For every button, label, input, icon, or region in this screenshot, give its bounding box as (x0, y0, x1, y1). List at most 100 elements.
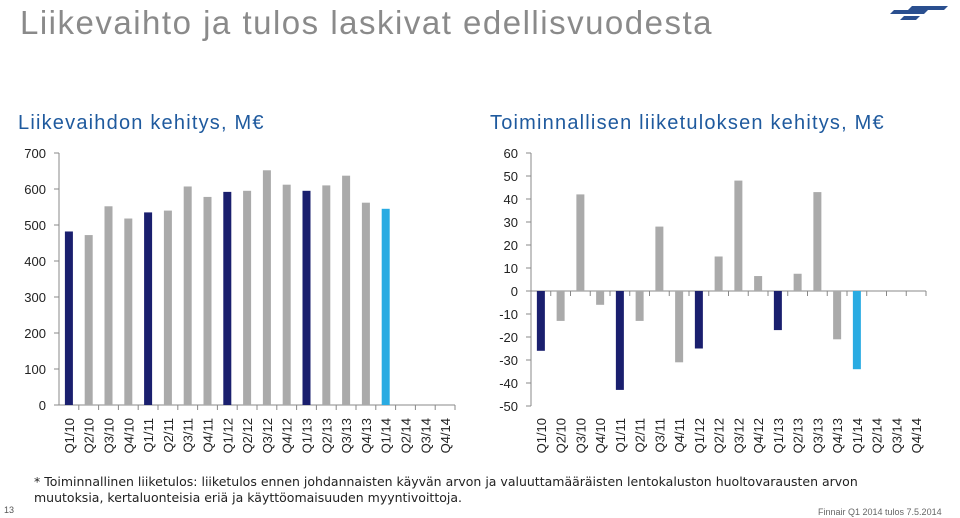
x-tick-label: Q2/10 (82, 418, 97, 453)
bar-Q2-12 (714, 256, 723, 291)
y-tick-label: 0 (39, 398, 46, 413)
y-tick-label: 40 (504, 192, 518, 207)
bar-Q1-14 (381, 208, 390, 405)
x-tick-label: Q3/10 (102, 418, 117, 453)
y-tick-label: 200 (24, 326, 46, 341)
x-tick-label: Q4/11 (201, 418, 216, 452)
y-tick-label: 30 (504, 215, 518, 230)
x-tick-label: Q2/12 (240, 418, 255, 453)
y-tick-label: 500 (24, 218, 46, 233)
bar-Q1-14 (852, 291, 861, 370)
bar-Q2-10 (556, 291, 565, 321)
bar-Q4-13 (361, 202, 370, 405)
x-tick-label: Q3/14 (418, 418, 433, 453)
x-tick-label: Q1/12 (220, 418, 235, 453)
x-tick-label: Q4/12 (751, 418, 766, 453)
x-tick-label: Q3/11 (652, 418, 667, 452)
y-tick-label: -40 (499, 376, 518, 391)
revenue-chart-title: Liikevaihdon kehitys, M€ (18, 112, 265, 134)
x-tick-label: Q3/13 (339, 418, 354, 453)
y-tick-label: -20 (499, 330, 518, 345)
bar-Q3-11 (183, 186, 192, 405)
bar-Q4-10 (596, 291, 605, 305)
y-tick-label: 0 (511, 284, 518, 299)
y-tick-label: 600 (24, 182, 46, 197)
y-tick-label: 20 (504, 238, 518, 253)
y-tick-label: -30 (499, 353, 518, 368)
x-tick-label: Q3/14 (889, 418, 904, 453)
x-tick-label: Q1/13 (771, 418, 786, 453)
bar-Q2-10 (84, 235, 93, 405)
footer-text: Finnair Q1 2014 tulos 7.5.2014 (818, 507, 942, 517)
x-tick-label: Q4/11 (672, 418, 687, 452)
bar-Q3-11 (655, 226, 664, 291)
operating-result-chart-title: Toiminnallisen liiketuloksen kehitys, M€ (490, 112, 885, 134)
bar-Q3-10 (104, 206, 113, 405)
bar-Q2-13 (322, 185, 331, 405)
bar-Q2-11 (635, 291, 644, 321)
x-tick-label: Q3/12 (731, 418, 746, 453)
page-number: 13 (4, 505, 15, 515)
x-tick-label: Q2/14 (399, 418, 414, 453)
x-tick-label: Q4/13 (359, 418, 374, 453)
bar-Q4-12 (754, 276, 763, 291)
x-tick-label: Q4/14 (909, 418, 924, 453)
bar-Q3-12 (262, 170, 271, 405)
bar-Q4-13 (833, 291, 842, 340)
bar-Q3-13 (813, 192, 822, 291)
x-tick-label: Q3/10 (573, 418, 588, 453)
x-tick-label: Q2/11 (633, 418, 648, 452)
bar-Q2-13 (793, 273, 802, 291)
x-tick-label: Q4/14 (438, 418, 453, 453)
x-tick-label: Q1/12 (692, 418, 707, 453)
x-tick-label: Q3/12 (260, 418, 275, 453)
footnote: * Toiminnallinen liiketulos: liiketulos … (34, 474, 858, 505)
x-tick-label: Q2/13 (319, 418, 334, 453)
x-tick-label: Q2/11 (161, 418, 176, 452)
x-tick-label: Q1/14 (379, 418, 394, 453)
x-tick-label: Q1/10 (62, 418, 77, 453)
x-tick-label: Q2/12 (712, 418, 727, 453)
x-tick-label: Q4/12 (280, 418, 295, 453)
y-tick-label: 300 (24, 290, 46, 305)
bar-Q2-11 (163, 210, 172, 405)
bar-Q4-10 (124, 218, 133, 405)
bar-Q4-12 (282, 184, 291, 405)
bar-Q3-13 (342, 175, 351, 405)
bar-Q1-12 (223, 191, 232, 405)
bar-Q1-12 (694, 291, 703, 349)
operating-result-chart: -50 -40 -30 -20 -10 0 10 20 30 40 50 60 Q1/10 Q2/10 Q3… (499, 146, 927, 453)
x-tick-label: Q2/10 (554, 418, 569, 453)
y-tick-label: 60 (504, 146, 518, 161)
x-tick-label: Q1/11 (141, 418, 156, 452)
bar-Q4-11 (675, 291, 684, 363)
bar-Q1-13 (773, 291, 782, 331)
x-tick-label: Q2/13 (791, 418, 806, 453)
y-tick-label: -50 (499, 399, 518, 414)
bar-Q3-10 (576, 194, 585, 291)
revenue-chart: 0 100 200 300 400 500 600 700 Q1/10 Q2/10 Q3/10 Q4/… (24, 146, 456, 453)
bar-Q3-12 (734, 180, 743, 291)
x-tick-label: Q1/10 (534, 418, 549, 453)
x-tick-label: Q3/11 (181, 418, 196, 452)
y-tick-label: 100 (24, 362, 46, 377)
x-tick-label: Q1/11 (613, 418, 628, 452)
bar-Q2-12 (243, 190, 252, 405)
y-tick-label: 400 (24, 254, 46, 269)
x-tick-label: Q3/13 (810, 418, 825, 453)
x-tick-label: Q1/14 (850, 418, 865, 453)
bar-Q1-13 (302, 190, 311, 405)
y-tick-label: -10 (499, 307, 518, 322)
page-title: Liikevaihto ja tulos laskivat edellisvuo… (20, 4, 714, 41)
y-tick-label: 700 (24, 146, 46, 161)
finnair-logo-icon (890, 6, 948, 20)
bar-Q1-10 (536, 291, 545, 351)
bar-Q1-10 (64, 231, 73, 405)
x-tick-label: Q1/13 (300, 418, 315, 453)
bar-Q1-11 (144, 212, 153, 405)
x-tick-label: Q4/13 (830, 418, 845, 453)
x-tick-label: Q2/14 (870, 418, 885, 453)
bar-Q1-11 (615, 291, 624, 390)
bar-Q4-11 (203, 196, 212, 405)
y-tick-label: 10 (504, 261, 518, 276)
